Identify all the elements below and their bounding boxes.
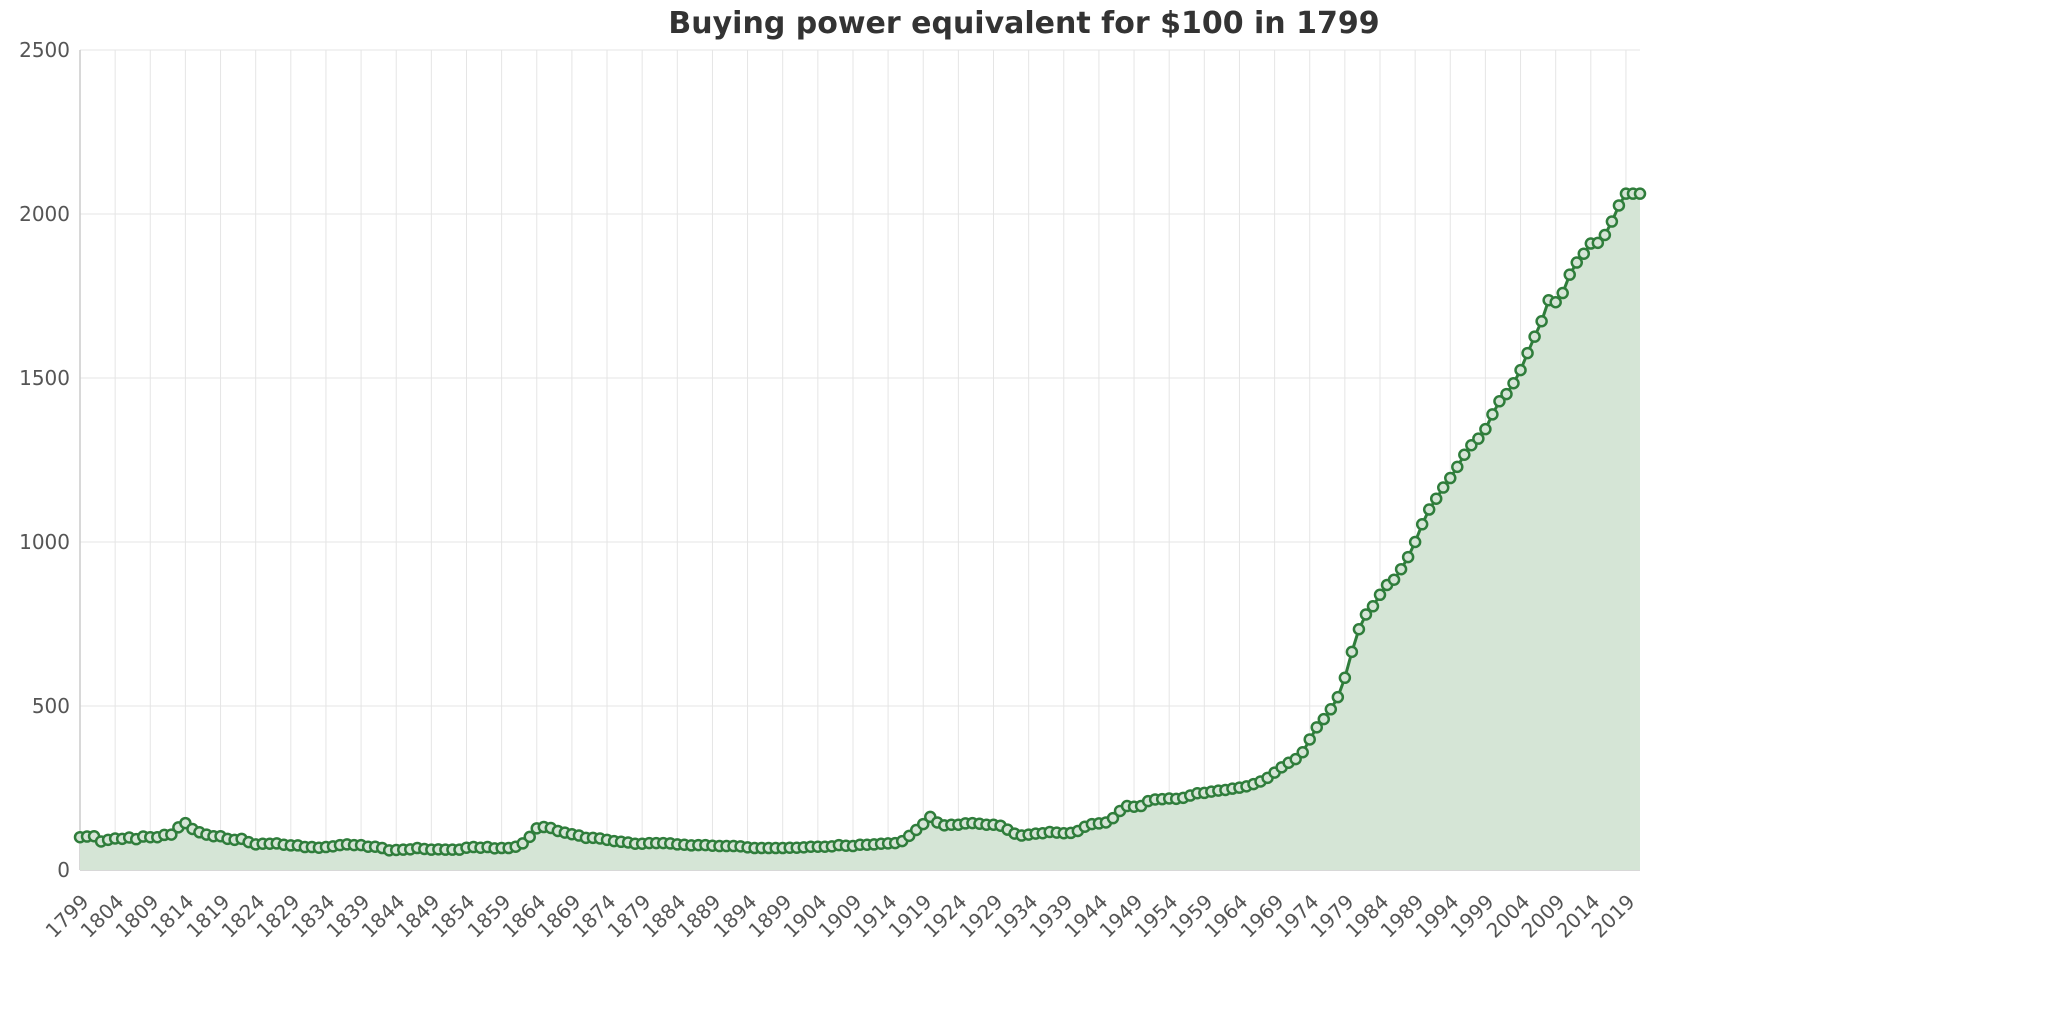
y-tick-label: 2500 — [19, 38, 70, 62]
y-tick-label: 1500 — [19, 366, 70, 390]
y-tick-label: 500 — [32, 694, 70, 718]
chart-container: Buying power equivalent for $100 in 1799… — [0, 0, 2048, 1024]
y-tick-label: 1000 — [19, 530, 70, 554]
chart-svg — [0, 0, 2048, 1024]
y-tick-label: 0 — [57, 858, 70, 882]
y-tick-label: 2000 — [19, 202, 70, 226]
